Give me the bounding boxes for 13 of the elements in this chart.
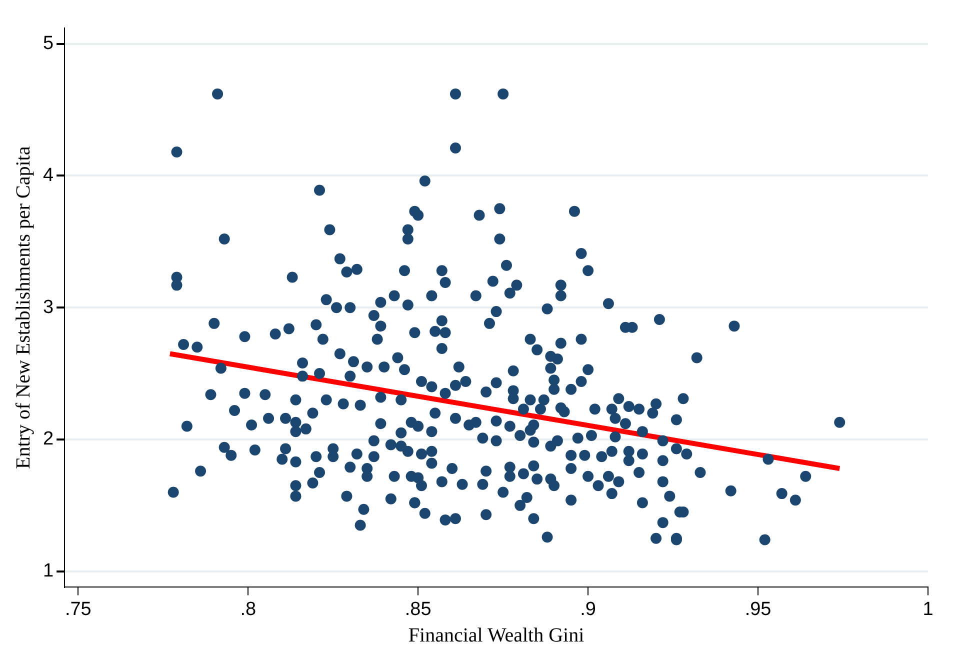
x-axis-title: Financial Wealth Gini bbox=[408, 624, 585, 646]
y-tick-label: 1 bbox=[42, 560, 54, 582]
x-tick-label: .95 bbox=[744, 598, 772, 620]
y-tick-label: 2 bbox=[42, 428, 54, 450]
y-axis-title: Entry of New Establishments per Capita bbox=[12, 146, 34, 469]
x-tick-label: .8 bbox=[240, 598, 256, 620]
x-tick-label: .9 bbox=[580, 598, 596, 620]
y-tick-label: 3 bbox=[42, 296, 54, 318]
y-tick-label: 4 bbox=[42, 164, 54, 186]
x-tick-label: .85 bbox=[404, 598, 432, 620]
x-tick-label: .75 bbox=[64, 598, 92, 620]
x-tick-label: 1 bbox=[922, 598, 934, 620]
y-tick-label: 5 bbox=[42, 33, 54, 54]
